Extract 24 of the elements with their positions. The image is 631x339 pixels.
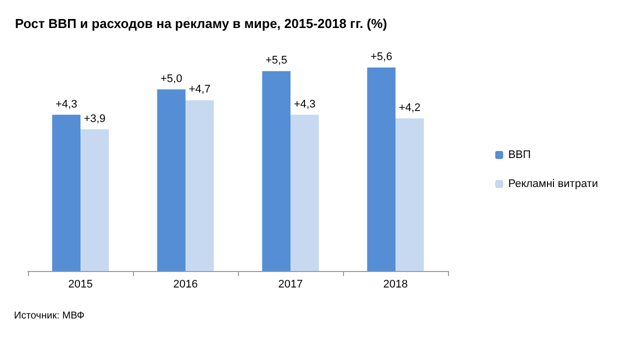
data-label: +4,7 <box>188 84 211 96</box>
x-tick-label: 2015 <box>68 278 93 290</box>
x-tick-label: 2018 <box>383 278 408 290</box>
text: Источник: МВФ <box>14 310 85 322</box>
x-tick-label: 2017 <box>278 278 303 290</box>
x-tick-label: 2016 <box>173 278 198 290</box>
bar <box>262 71 290 271</box>
data-label: +4,3 <box>55 98 78 110</box>
bar <box>367 68 396 271</box>
bar <box>157 89 186 271</box>
data-label: +4,2 <box>398 102 421 114</box>
bar <box>186 100 214 271</box>
bar <box>52 114 80 271</box>
data-label: +5,5 <box>265 54 288 67</box>
data-label: +5,0 <box>160 72 182 85</box>
bar <box>290 114 319 271</box>
chart-title: Рост ВВП и расходов на рекламу в мире, 2015-2018 гг. (%) <box>15 16 388 31</box>
bar <box>80 129 109 271</box>
data-label: +5,6 <box>370 51 392 64</box>
data-label: +4,3 <box>294 98 316 110</box>
legend-label: Рекламні витрати <box>508 178 598 190</box>
bar <box>396 118 424 271</box>
data-label: +3,9 <box>84 112 106 125</box>
legend-label: ВВП <box>508 149 531 161</box>
